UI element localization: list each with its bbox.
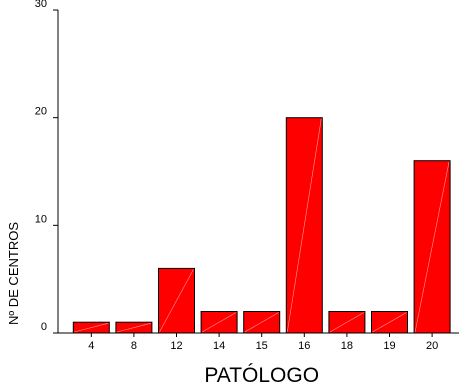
- y-tick-label-10: 10: [35, 213, 47, 225]
- bar-highlight-12: [159, 269, 194, 333]
- x-tick-label-14: 14: [213, 340, 225, 352]
- bar-highlight-8: [116, 322, 151, 333]
- x-tick-label-19: 19: [383, 340, 395, 352]
- x-tick-label-20: 20: [426, 340, 438, 352]
- x-tick-label-4: 4: [88, 340, 94, 352]
- bars-group: [72, 117, 451, 334]
- y-axis: 0 10 20 30: [35, 0, 59, 334]
- bar-highlight-20: [414, 161, 450, 333]
- x-axis-title: PATÓLOGO: [204, 364, 319, 387]
- y-tick-label-0: 0: [41, 321, 47, 333]
- bar-highlight-15: [244, 312, 279, 333]
- bar-highlight-16: [287, 118, 322, 333]
- y-tick-label-20: 20: [35, 106, 47, 118]
- x-tick-label-8: 8: [131, 340, 137, 352]
- bar-highlight-14: [201, 312, 237, 333]
- bar-highlight-18: [329, 312, 365, 333]
- bar-highlight-19: [372, 312, 407, 333]
- y-tick-label-30: 30: [35, 0, 47, 10]
- x-tick-label-15: 15: [256, 340, 268, 352]
- x-axis: 4 8 12 14 15 16 18 19 20: [58, 332, 459, 352]
- bar-highlight-4: [74, 322, 109, 333]
- x-tick-label-12: 12: [170, 340, 182, 352]
- x-tick-label-18: 18: [341, 340, 353, 352]
- x-tick-label-16: 16: [298, 340, 310, 352]
- y-axis-title: Nº DE CENTROS: [6, 222, 21, 325]
